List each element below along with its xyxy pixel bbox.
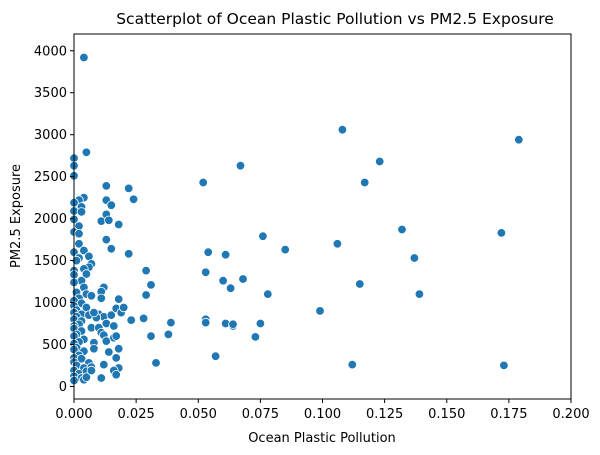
chart-title: Scatterplot of Ocean Plastic Pollution v… [116, 10, 554, 28]
data-point [101, 234, 112, 245]
data-point [347, 359, 358, 370]
data-point [106, 200, 117, 210]
data-point [499, 360, 509, 371]
data-point [332, 239, 343, 249]
data-point [111, 370, 121, 380]
data-point [200, 267, 211, 278]
data-point [166, 317, 176, 328]
data-point [109, 321, 119, 331]
plot-frame [73, 33, 572, 400]
data-point [101, 181, 112, 191]
data-point [123, 183, 134, 194]
x-axis: 0.000 0.025 0.050 0.075 0.100 0.125 0.150 0.175… [55, 399, 590, 422]
y-tick-label: 3000 [34, 128, 67, 143]
data-point [96, 293, 107, 304]
data-point [141, 290, 151, 300]
data-point [96, 373, 107, 383]
data-point [218, 276, 228, 286]
data-point [89, 307, 99, 318]
data-point [106, 310, 117, 320]
data-point [81, 372, 92, 382]
data-point [86, 365, 97, 376]
data-point [104, 215, 114, 226]
data-point [146, 331, 156, 341]
data-point [496, 228, 507, 238]
data-point [99, 359, 109, 370]
y-axis: 0 500 1000 1500 2000 2500 3000 3500 4000 [34, 44, 74, 395]
data-point [409, 253, 420, 263]
y-tick-label: 3500 [34, 86, 67, 101]
x-tick-label: 0.200 [552, 407, 589, 422]
y-tick-label: 1500 [34, 254, 67, 269]
data-point [113, 219, 124, 230]
data-point [141, 265, 151, 276]
data-point [514, 134, 524, 145]
data-point [228, 319, 238, 330]
data-point [151, 358, 161, 368]
y-tick-label: 500 [42, 338, 67, 353]
y-tick-label: 2500 [34, 170, 67, 185]
scatter-points [69, 52, 524, 386]
data-point [138, 313, 149, 324]
data-point [113, 344, 124, 354]
data-point [111, 353, 121, 363]
data-point [200, 317, 211, 328]
data-point [74, 228, 84, 239]
x-axis-label: Ocean Plastic Pollution [248, 431, 396, 446]
data-point [280, 244, 290, 255]
y-tick-label: 0 [59, 380, 67, 395]
x-tick-label: 0.100 [304, 407, 341, 422]
data-point [238, 274, 248, 284]
data-point [203, 247, 213, 257]
data-point [255, 318, 266, 329]
x-tick-label: 0.000 [55, 407, 92, 422]
data-point [263, 289, 273, 299]
data-point [210, 351, 221, 361]
y-tick-label: 2000 [34, 212, 67, 227]
data-point [315, 306, 325, 316]
y-tick-label: 1000 [34, 296, 67, 311]
data-point [89, 344, 99, 354]
data-point [126, 315, 136, 325]
data-point [414, 289, 425, 299]
data-point [375, 156, 385, 167]
data-point [76, 207, 87, 217]
x-tick-label: 0.125 [366, 407, 403, 422]
data-point [81, 147, 92, 158]
data-point [123, 249, 134, 259]
data-point [355, 279, 365, 289]
x-tick-label: 0.050 [180, 407, 217, 422]
x-tick-label: 0.075 [242, 407, 279, 422]
data-point [128, 194, 139, 205]
y-tick-label: 4000 [34, 44, 67, 59]
data-point [106, 244, 117, 254]
data-point [74, 239, 84, 249]
data-point [360, 177, 370, 188]
data-point [258, 231, 268, 241]
data-point [337, 124, 348, 135]
data-point [111, 331, 121, 341]
data-point [86, 291, 97, 301]
x-tick-label: 0.150 [428, 407, 465, 422]
data-point [397, 224, 407, 235]
data-point [79, 245, 89, 256]
data-point [118, 302, 129, 313]
data-point [235, 160, 246, 171]
data-point [113, 294, 124, 304]
data-point [146, 280, 156, 290]
data-point [198, 177, 208, 188]
data-point [225, 283, 236, 293]
x-tick-label: 0.025 [118, 407, 155, 422]
data-point [104, 347, 114, 357]
x-tick-label: 0.175 [490, 407, 527, 422]
data-point [79, 52, 89, 63]
data-point [81, 269, 92, 279]
data-point [250, 332, 261, 342]
data-point [220, 249, 231, 260]
data-point [163, 329, 174, 340]
y-axis-label: PM2.5 Exposure [9, 164, 24, 268]
